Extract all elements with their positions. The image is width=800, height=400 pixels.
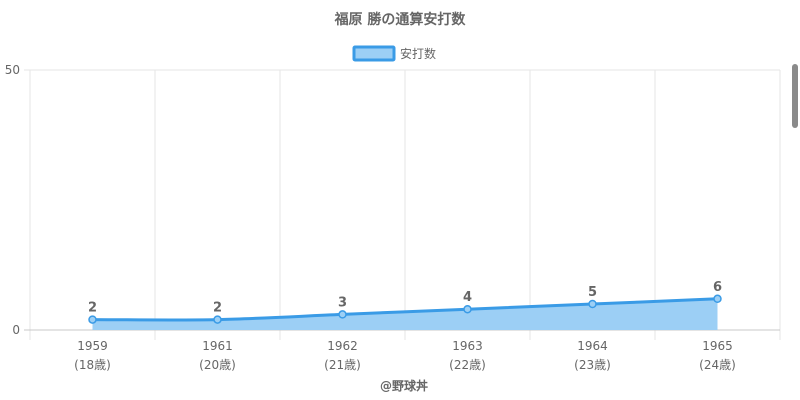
data-label: 3: [338, 295, 347, 310]
x-tick-label: 1964: [577, 339, 608, 353]
x-tick-sublabel: (24歳): [699, 358, 736, 372]
scrollbar-thumb[interactable]: [792, 64, 798, 128]
data-labels: 2 2 3 4 5 6: [88, 280, 722, 316]
x-tick-sublabel: (23歳): [574, 358, 611, 372]
data-label: 6: [713, 280, 722, 295]
y-axis: 0 50: [5, 63, 20, 337]
credit-label: @野球丼: [380, 378, 428, 393]
data-label: 4: [463, 290, 472, 305]
data-label: 2: [213, 301, 222, 316]
data-point: [338, 310, 347, 319]
y-tick-label: 50: [5, 63, 20, 77]
legend[interactable]: 安打数: [352, 45, 436, 62]
plot-area: [92, 297, 718, 330]
data-label: 5: [588, 285, 597, 300]
x-axis: 1959 (18歳) 1961 (20歳) 1962 (21歳) 1963 (22歳) 1964…: [74, 339, 736, 372]
data-label: 2: [88, 301, 97, 316]
x-tick-label: 1962: [327, 339, 358, 353]
x-tick-sublabel: (20歳): [199, 358, 236, 372]
x-tick-sublabel: (22歳): [449, 358, 486, 372]
x-tick-label: 1959: [77, 339, 108, 353]
x-tick-sublabel: (18歳): [74, 358, 111, 372]
data-point: [713, 294, 722, 304]
data-point: [588, 299, 597, 309]
legend-swatch[interactable]: [352, 45, 396, 62]
legend-label[interactable]: 安打数: [400, 46, 436, 61]
x-tick-label: 1961: [202, 339, 233, 353]
chart-title: 福原 勝の通算安打数: [334, 11, 467, 28]
data-points: [88, 294, 722, 324]
x-tick-label: 1963: [452, 339, 483, 353]
data-point: [213, 315, 222, 324]
y-tick-label: 0: [12, 323, 20, 337]
x-tick-label: 1965: [702, 339, 733, 353]
series-line: [92, 297, 718, 322]
data-point: [463, 304, 472, 314]
x-tick-sublabel: (21歳): [324, 358, 361, 372]
data-point: [88, 315, 97, 324]
